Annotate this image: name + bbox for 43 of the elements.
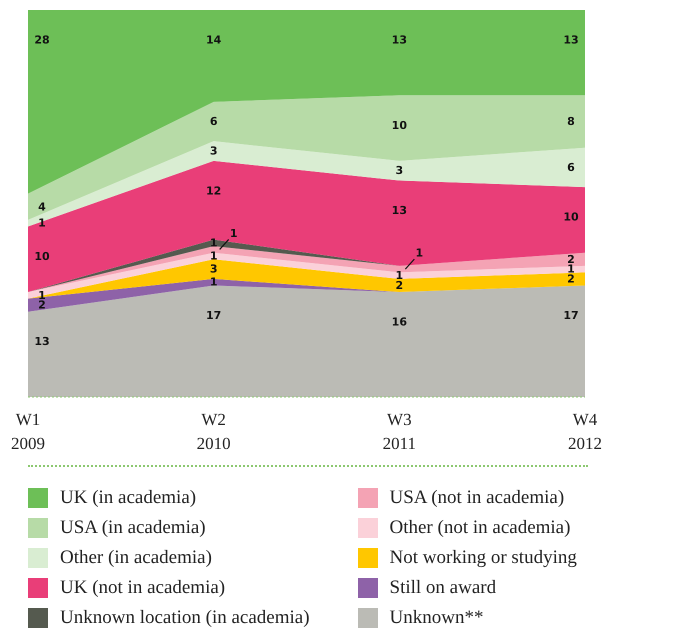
data-label: 4 [38,200,46,214]
data-label: 1 [210,276,218,289]
data-label: 10 [392,118,408,132]
data-label: 6 [210,115,218,128]
data-label: 3 [210,262,218,276]
data-label: 3 [396,164,404,178]
data-label: 2 [38,298,46,312]
legend-label: USA (in academia) [60,517,206,539]
legend-label: Still on award [390,577,496,599]
data-label: 13 [563,34,579,46]
legend-label: UK (not in academia) [60,577,226,599]
data-label: 13 [392,34,407,46]
data-label: 2 [567,272,575,286]
data-label: 10 [34,250,50,263]
data-label: 17 [563,308,579,322]
legend-label: Other (not in academia) [390,517,570,539]
data-label: 3 [210,144,218,158]
data-label: 1 [210,236,218,250]
data-label: 6 [567,160,576,174]
data-label: 8 [567,115,575,128]
data-label: 2 [396,278,404,292]
x-tick-label: W1 2009 [11,410,45,453]
data-label: 1 [210,249,218,262]
data-label: 17 [206,308,222,322]
legend-label: Other (in academia) [60,547,212,569]
legend-label: Unknown** [390,607,484,629]
data-label: 13 [34,335,50,348]
data-label: 13 [392,204,407,218]
legend-label: USA (not in academia) [390,487,564,509]
x-tick-label: W2 2010 [196,410,231,453]
legend-label: Unknown location (in academia) [60,607,310,629]
legend-label: UK (in academia) [60,487,196,509]
data-label: 2 [567,252,575,266]
x-tick-label: W4 2012 [568,410,602,453]
data-label: 16 [392,316,408,329]
data-label: 1 [416,246,424,260]
data-label: 10 [563,210,579,224]
x-tick-label: W3 2011 [382,410,416,453]
legend-label: Not working or studying [390,547,577,569]
data-label: 1 [230,226,238,240]
data-label: 14 [206,34,222,46]
data-label: 28 [34,34,50,46]
data-label: 12 [206,184,222,198]
